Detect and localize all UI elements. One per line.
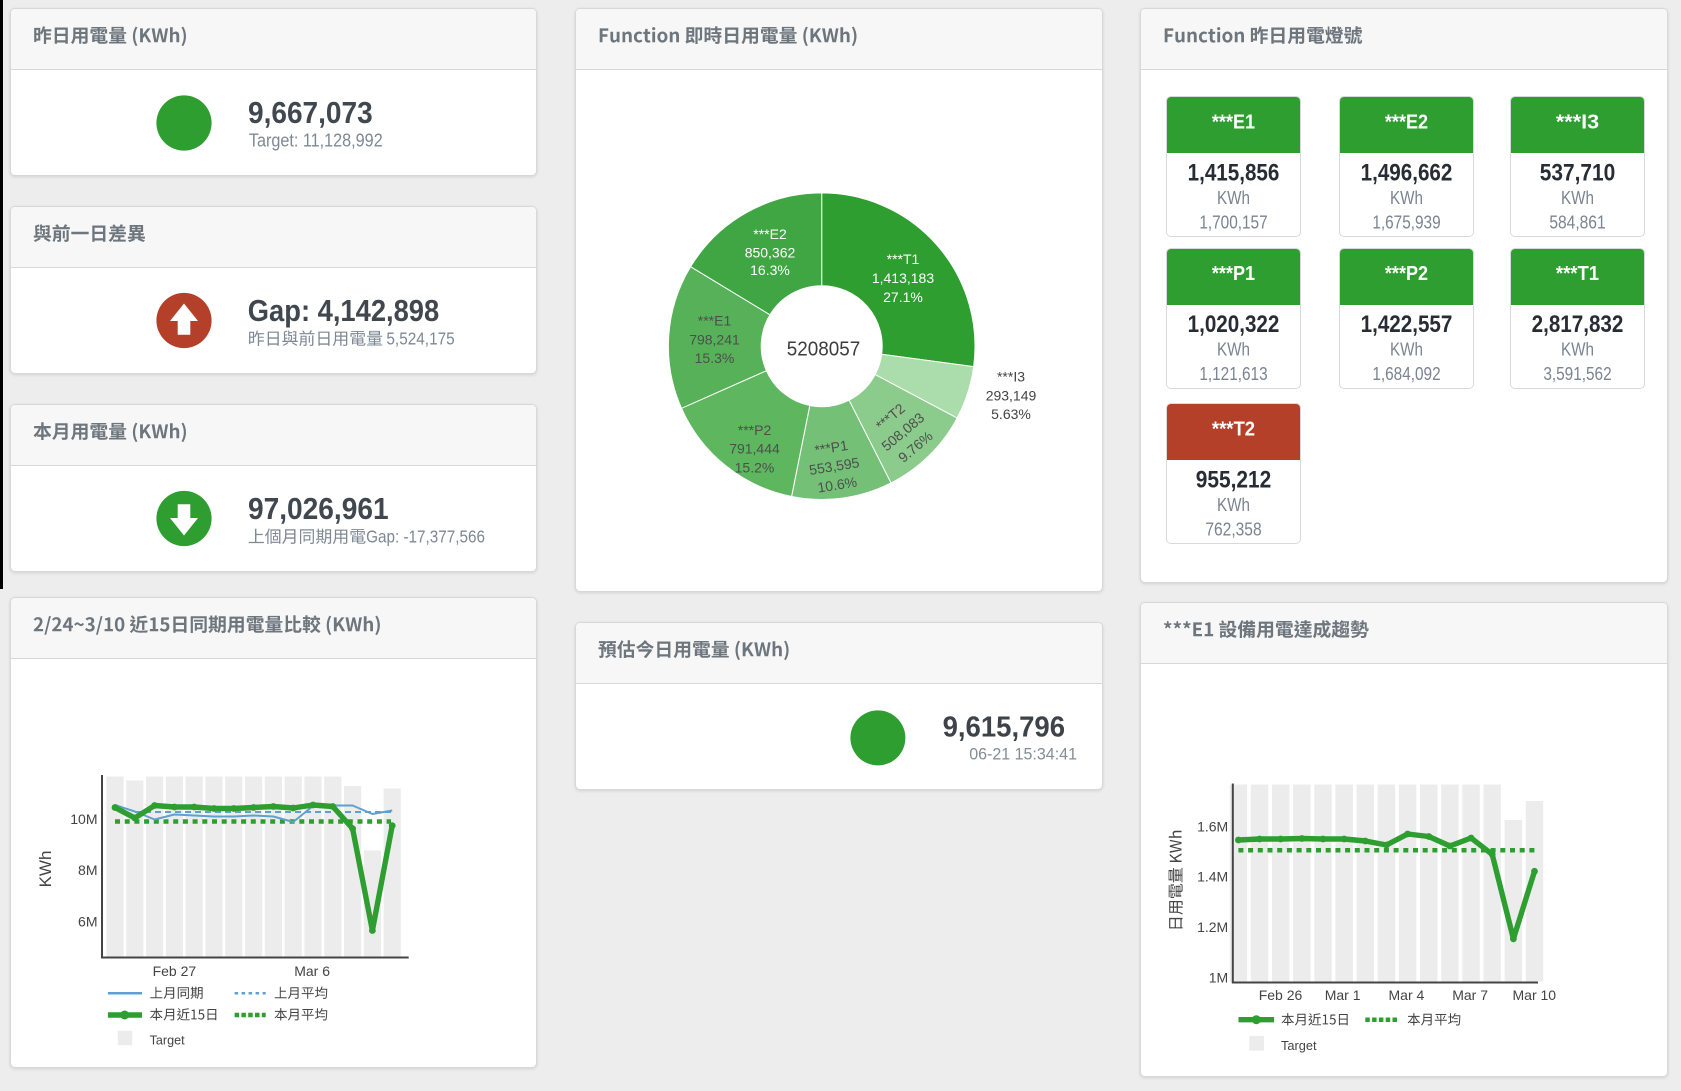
svg-text:553,595: 553,595: [808, 454, 861, 478]
svg-text:06-21 15:34:41: 06-21 15:34:41: [969, 745, 1077, 764]
svg-text:***T2: ***T2: [1212, 418, 1255, 440]
svg-text:6M: 6M: [78, 913, 97, 929]
svg-text:***E1: ***E1: [1212, 111, 1255, 133]
svg-text:10M: 10M: [70, 811, 97, 827]
svg-text:15.3%: 15.3%: [695, 350, 735, 366]
svg-text:KWh: KWh: [1561, 187, 1594, 208]
svg-text:***I3: ***I3: [1556, 111, 1599, 133]
svg-text:Gap: -17,377,566: Gap: -17,377,566: [366, 527, 485, 547]
svg-text:1,700,157: 1,700,157: [1199, 213, 1267, 233]
svg-text:8M: 8M: [78, 862, 97, 878]
svg-text:1,422,557: 1,422,557: [1361, 311, 1453, 338]
svg-text:537,710: 537,710: [1540, 159, 1616, 186]
svg-text:Mar 4: Mar 4: [1389, 987, 1425, 1003]
svg-text:791,444: 791,444: [729, 441, 780, 457]
svg-text:1,020,322: 1,020,322: [1188, 311, 1280, 338]
svg-text:***P1: ***P1: [813, 437, 849, 458]
svg-text:Feb 27: Feb 27: [153, 963, 197, 979]
svg-text:Mar 6: Mar 6: [294, 963, 330, 979]
svg-text:5208057: 5208057: [787, 338, 861, 360]
svg-text:***P1: ***P1: [1212, 263, 1255, 285]
svg-text:1,415,856: 1,415,856: [1188, 159, 1280, 186]
svg-text:5,524,175: 5,524,175: [386, 329, 454, 349]
svg-text:9,615,796: 9,615,796: [943, 712, 1065, 744]
svg-text:584,861: 584,861: [1549, 213, 1605, 233]
svg-text:***E2: ***E2: [753, 226, 787, 242]
svg-text:***T1: ***T1: [1556, 263, 1599, 285]
svg-text:9,667,073: 9,667,073: [248, 95, 373, 130]
svg-text:27.1%: 27.1%: [883, 289, 923, 305]
svg-text:***I3: ***I3: [997, 369, 1025, 385]
svg-text:5.63%: 5.63%: [991, 406, 1031, 422]
svg-text:KWh: KWh: [36, 851, 55, 888]
svg-text:***P2: ***P2: [1385, 263, 1428, 285]
svg-text:3,591,562: 3,591,562: [1543, 364, 1611, 384]
svg-text:Mar 10: Mar 10: [1513, 987, 1557, 1003]
svg-text:2,817,832: 2,817,832: [1532, 311, 1624, 338]
svg-text:1.6M: 1.6M: [1197, 818, 1228, 834]
svg-text:293,149: 293,149: [986, 387, 1037, 403]
svg-text:Feb 26: Feb 26: [1259, 987, 1303, 1003]
svg-text:***P2: ***P2: [738, 422, 772, 438]
svg-text:1,496,662: 1,496,662: [1361, 159, 1453, 186]
svg-text:***E2: ***E2: [1385, 111, 1428, 133]
svg-text:850,362: 850,362: [745, 244, 796, 260]
svg-text:798,241: 798,241: [689, 332, 740, 348]
svg-text:1,684,092: 1,684,092: [1372, 364, 1440, 384]
svg-text:1.4M: 1.4M: [1197, 869, 1228, 885]
svg-text:Target: Target: [1281, 1038, 1317, 1053]
svg-text:KWh: KWh: [1390, 187, 1423, 208]
svg-text:Mar 7: Mar 7: [1452, 987, 1488, 1003]
svg-text:Mar 1: Mar 1: [1325, 987, 1361, 1003]
svg-text:KWh: KWh: [1390, 339, 1423, 360]
svg-text:***T1: ***T1: [887, 251, 920, 267]
svg-text:955,212: 955,212: [1196, 466, 1272, 493]
svg-text:1,121,613: 1,121,613: [1199, 364, 1267, 384]
svg-text:KWh: KWh: [1217, 339, 1250, 360]
svg-text:1,675,939: 1,675,939: [1372, 213, 1440, 233]
svg-text:16.3%: 16.3%: [750, 262, 790, 278]
svg-text:1M: 1M: [1209, 969, 1228, 985]
svg-text:15.2%: 15.2%: [735, 460, 775, 476]
svg-text:Gap: 4,142,898: Gap: 4,142,898: [248, 293, 439, 328]
svg-text:10.6%: 10.6%: [816, 474, 858, 496]
svg-text:Target: Target: [150, 1033, 185, 1048]
svg-text:***E1: ***E1: [698, 313, 732, 329]
svg-text:762,358: 762,358: [1205, 520, 1261, 540]
svg-text:Target: 11,128,992: Target: 11,128,992: [249, 131, 383, 151]
svg-text:KWh: KWh: [1561, 339, 1594, 360]
svg-text:KWh: KWh: [1217, 187, 1250, 208]
svg-text:1.2M: 1.2M: [1197, 919, 1228, 935]
svg-text:KWh: KWh: [1217, 494, 1250, 515]
svg-text:97,026,961: 97,026,961: [248, 491, 389, 526]
svg-text:1,413,183: 1,413,183: [872, 270, 934, 286]
